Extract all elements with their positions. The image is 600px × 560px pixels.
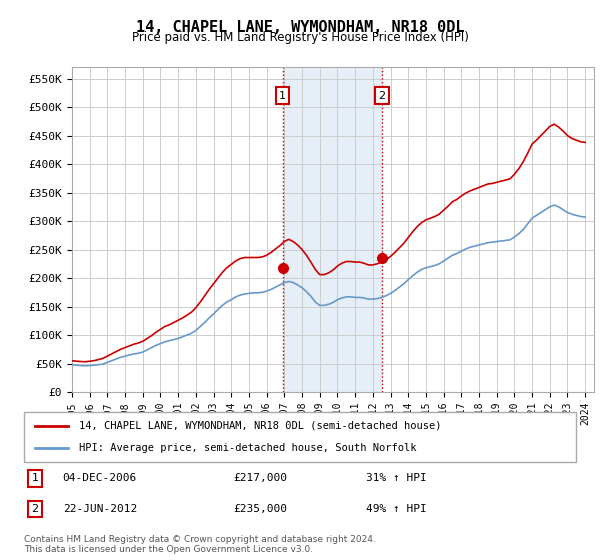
Text: £217,000: £217,000	[234, 473, 288, 483]
Text: £235,000: £235,000	[234, 504, 288, 514]
Text: 49% ↑ HPI: 49% ↑ HPI	[366, 504, 427, 514]
Text: 2: 2	[378, 91, 385, 101]
Text: HPI: Average price, semi-detached house, South Norfolk: HPI: Average price, semi-detached house,…	[79, 443, 416, 453]
Text: 14, CHAPEL LANE, WYMONDHAM, NR18 0DL (semi-detached house): 14, CHAPEL LANE, WYMONDHAM, NR18 0DL (se…	[79, 421, 442, 431]
Text: 04-DEC-2006: 04-DEC-2006	[62, 473, 137, 483]
Text: Price paid vs. HM Land Registry's House Price Index (HPI): Price paid vs. HM Land Registry's House …	[131, 31, 469, 44]
Text: 1: 1	[32, 473, 38, 483]
Text: Contains HM Land Registry data © Crown copyright and database right 2024.
This d: Contains HM Land Registry data © Crown c…	[24, 535, 376, 554]
Text: 1: 1	[279, 91, 286, 101]
Text: 31% ↑ HPI: 31% ↑ HPI	[366, 473, 427, 483]
Bar	[283, 67, 382, 392]
Text: 22-JUN-2012: 22-JUN-2012	[62, 504, 137, 514]
FancyBboxPatch shape	[24, 412, 576, 462]
Text: 14, CHAPEL LANE, WYMONDHAM, NR18 0DL: 14, CHAPEL LANE, WYMONDHAM, NR18 0DL	[136, 20, 464, 35]
Text: 2: 2	[31, 504, 38, 514]
